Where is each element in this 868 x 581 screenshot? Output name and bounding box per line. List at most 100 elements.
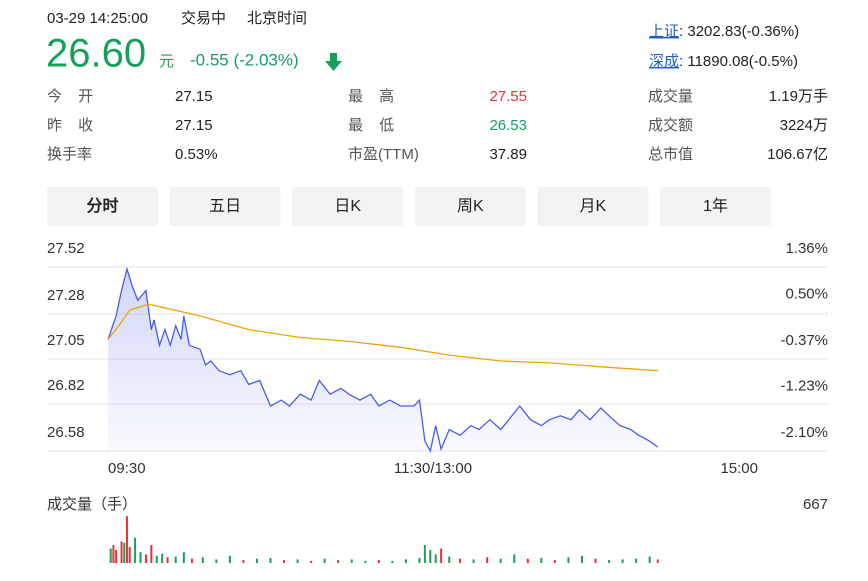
stat-value: 27.15 bbox=[175, 117, 213, 134]
volume-bar bbox=[434, 554, 437, 563]
y-tick-label: 26.82 bbox=[47, 377, 85, 394]
volume-bar bbox=[635, 558, 638, 563]
stat-value: 0.53% bbox=[175, 146, 218, 163]
volume-bar bbox=[608, 560, 611, 563]
x-tick-label: 11:30/13:00 bbox=[394, 460, 472, 477]
volume-bar bbox=[429, 550, 432, 563]
tab-label[interactable]: 周K bbox=[457, 198, 484, 215]
y-tick-label: 26.58 bbox=[47, 424, 85, 441]
stat-value: 26.53 bbox=[489, 117, 527, 134]
stat-value: 1.19万手 bbox=[769, 88, 828, 105]
stat-value: 37.89 bbox=[489, 146, 527, 163]
volume-bar bbox=[513, 554, 516, 563]
volume-bar bbox=[269, 557, 272, 563]
volume-bar bbox=[182, 552, 185, 563]
index-name[interactable]: 上证 bbox=[649, 23, 679, 40]
volume-bar bbox=[440, 548, 443, 563]
volume-bar bbox=[120, 541, 123, 563]
volume-bar bbox=[310, 560, 313, 563]
y2-tick-label: 1.36% bbox=[785, 240, 828, 257]
quote-unit: 元 bbox=[159, 53, 174, 70]
volume-bar bbox=[377, 560, 380, 563]
tab[interactable]: 分时 bbox=[47, 187, 158, 226]
volume-bar bbox=[215, 559, 218, 563]
quote-change: -0.55 (-2.03%) bbox=[190, 50, 299, 69]
x-tick-label: 15:00 bbox=[720, 460, 758, 477]
stat-label: 今 开 bbox=[47, 88, 93, 105]
stat-label: 总市值 bbox=[648, 146, 693, 163]
volume-bar bbox=[139, 552, 142, 563]
volume-bar bbox=[656, 559, 659, 563]
volume-bar bbox=[190, 558, 193, 563]
stat-value: 27.15 bbox=[175, 88, 213, 105]
tab-label[interactable]: 1年 bbox=[703, 197, 728, 215]
volume-bar bbox=[161, 553, 164, 563]
volume-bar bbox=[580, 555, 583, 563]
volume-bar bbox=[337, 560, 340, 563]
volume-bar bbox=[150, 545, 153, 563]
down-arrow bbox=[325, 53, 342, 71]
tab-label[interactable]: 五日 bbox=[209, 198, 241, 215]
volume-bar bbox=[526, 558, 529, 563]
stat-value: 106.67亿 bbox=[767, 146, 828, 163]
tab[interactable]: 月K bbox=[537, 187, 649, 226]
volume-bar bbox=[594, 558, 597, 563]
stat-label: 昨 收 bbox=[47, 117, 93, 134]
y2-tick-label: -1.23% bbox=[780, 378, 828, 395]
tab[interactable]: 五日 bbox=[169, 187, 281, 226]
volume-bar bbox=[404, 559, 407, 563]
tab-label[interactable]: 日K bbox=[334, 198, 361, 215]
volume-bar bbox=[242, 560, 245, 563]
index-name[interactable]: 深成 bbox=[649, 53, 679, 70]
tab-bg bbox=[292, 187, 404, 226]
volume-bar bbox=[621, 559, 624, 563]
volume-bar bbox=[112, 545, 115, 563]
volume-bar bbox=[540, 557, 543, 563]
volume-bar bbox=[134, 537, 137, 563]
volume-bar bbox=[472, 559, 475, 563]
stat-label: 市盈(TTM) bbox=[348, 146, 419, 163]
volume-bar bbox=[364, 560, 367, 563]
stat-label: 换手率 bbox=[47, 146, 92, 163]
tab-label[interactable]: 月K bbox=[580, 198, 607, 215]
x-tick-label: 09:30 bbox=[108, 460, 146, 477]
volume-bar bbox=[418, 557, 421, 563]
volume-bar bbox=[553, 560, 556, 563]
indices: 上证: 3202.83(-0.36%)深成: 11890.08(-0.5%) bbox=[649, 23, 799, 70]
volume-bar bbox=[201, 557, 204, 563]
volume-bar bbox=[228, 555, 231, 563]
volume-bar bbox=[255, 558, 258, 563]
tab[interactable]: 周K bbox=[414, 187, 526, 226]
tab-bg bbox=[47, 187, 158, 226]
volume-bar bbox=[155, 555, 158, 563]
tab-label[interactable]: 分时 bbox=[86, 197, 118, 215]
volume-bar bbox=[123, 542, 126, 563]
average-line bbox=[107, 303, 658, 372]
charts: 27.52 27.28 27.05 26.82 26.58 1.36% 0.50% -0.37… bbox=[47, 240, 828, 563]
stat-label: 最 低 bbox=[348, 117, 394, 134]
volume-bar bbox=[115, 550, 118, 563]
volume-bar bbox=[499, 558, 502, 563]
quote-status: 交易中 bbox=[181, 9, 226, 27]
volume-bar bbox=[567, 557, 570, 563]
y2-tick-label: -0.37% bbox=[780, 332, 828, 349]
volume-title: 成交量（手） bbox=[47, 495, 137, 513]
price-area bbox=[108, 269, 658, 451]
tabs: 分时 五日 日K 周K 月K 1年 bbox=[47, 187, 771, 226]
volume-bar bbox=[648, 556, 651, 563]
quote-time: 03-29 14:25:00 bbox=[47, 10, 148, 27]
volume-bar bbox=[448, 556, 451, 563]
tab-bg bbox=[169, 187, 281, 226]
volume-bar bbox=[283, 560, 286, 563]
volume-bar bbox=[391, 560, 394, 563]
volume-bar bbox=[486, 557, 489, 563]
volume-bar bbox=[423, 545, 426, 563]
volume-bar bbox=[174, 556, 177, 563]
y-tick-label: 667 bbox=[803, 496, 828, 513]
tab[interactable]: 1年 bbox=[660, 187, 771, 226]
y2-tick-label: -2.10% bbox=[780, 424, 828, 441]
tab[interactable]: 日K bbox=[292, 187, 404, 226]
index-value: : 3202.83(-0.36%) bbox=[679, 23, 799, 40]
quote-timezone: 北京时间 bbox=[247, 10, 307, 27]
